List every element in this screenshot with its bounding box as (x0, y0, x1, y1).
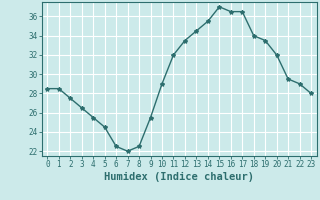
X-axis label: Humidex (Indice chaleur): Humidex (Indice chaleur) (104, 172, 254, 182)
